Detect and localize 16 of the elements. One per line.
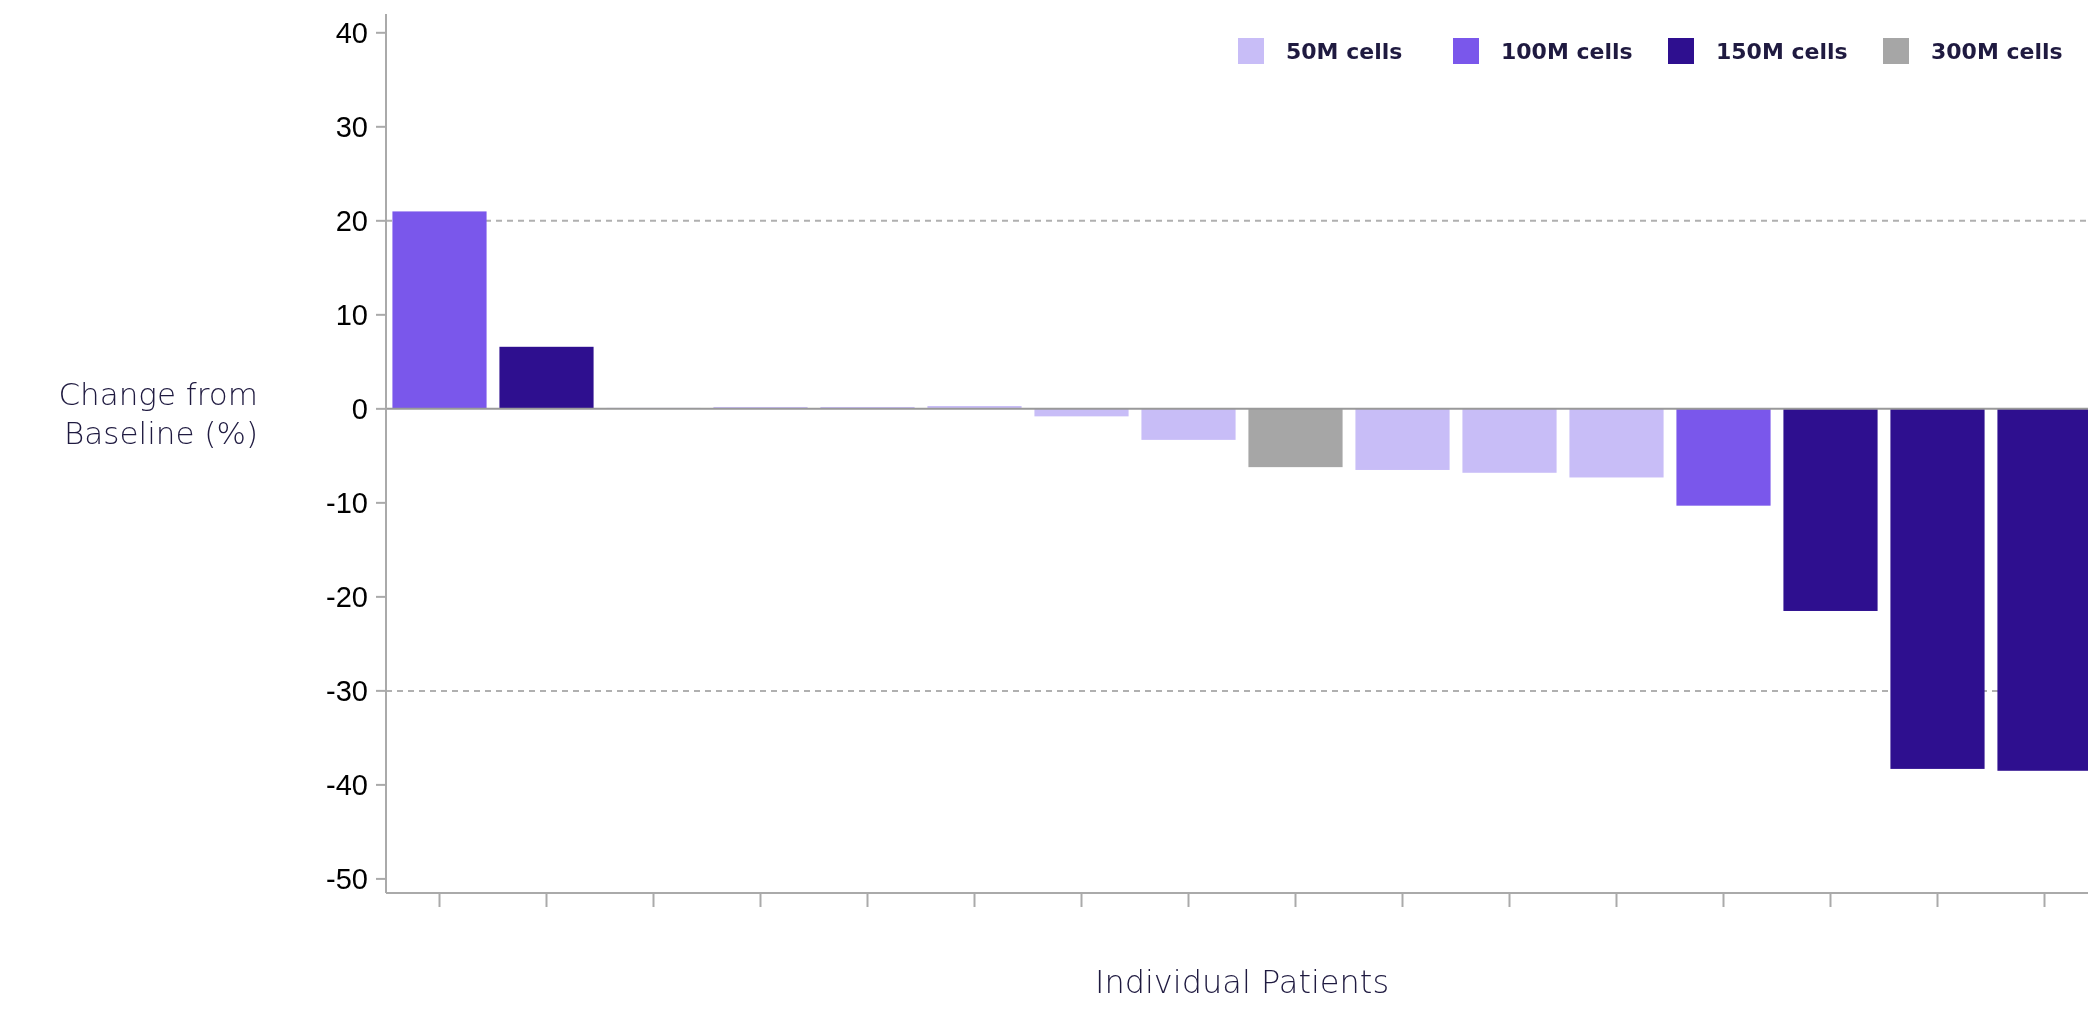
legend-label: 150M cells bbox=[1716, 38, 1848, 64]
legend-label: 300M cells bbox=[1931, 38, 2063, 64]
y-tick-label: -20 bbox=[326, 581, 368, 614]
y-tick-label: -40 bbox=[326, 769, 368, 802]
legend-label: 100M cells bbox=[1501, 38, 1633, 64]
legend-label: 50M cells bbox=[1286, 38, 1403, 64]
y-tick-label: 10 bbox=[335, 298, 368, 331]
y-tick-label: 20 bbox=[335, 204, 368, 237]
y-tick-label: -30 bbox=[326, 675, 368, 708]
y-axis-title: Change from Baseline (%) bbox=[58, 375, 258, 451]
x-axis-title: Individual Patients bbox=[1094, 963, 1390, 1001]
y-tick-label: -50 bbox=[326, 863, 368, 896]
y-tick-label: 0 bbox=[351, 392, 368, 425]
y-tick-label: 30 bbox=[335, 110, 368, 143]
y-tick-label: -10 bbox=[326, 487, 368, 520]
y-tick-label: 40 bbox=[335, 16, 368, 49]
